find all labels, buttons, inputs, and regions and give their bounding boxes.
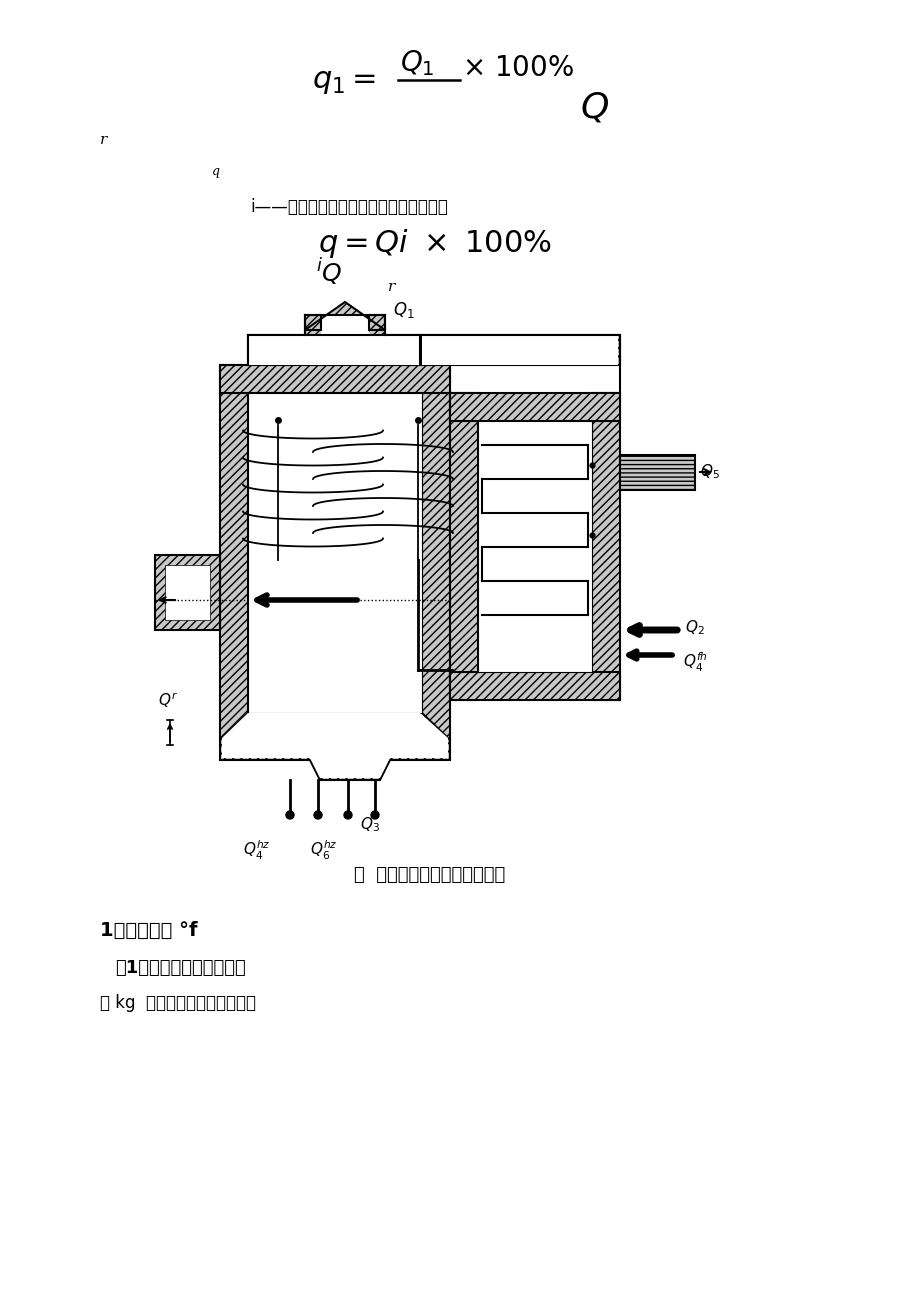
Polygon shape [220,713,449,780]
Text: $^iQ$: $^iQ$ [315,256,342,288]
Text: i——某项损失的热量占输入热量的百分数: i——某项损失的热量占输入热量的百分数 [250,198,448,216]
Bar [449,672,619,700]
Polygon shape [305,302,384,329]
Circle shape [344,811,352,819]
Bar [422,335,618,365]
Bar [154,555,220,630]
Bar [449,393,619,421]
Text: $q_1=$: $q_1=$ [312,65,376,95]
Text: r: r [388,280,395,294]
Bar [220,365,248,740]
Text: $Q^r$: $Q^r$ [158,690,178,710]
Text: $Q_4^{hz}$: $Q_4^{hz}$ [243,838,270,862]
Bar [248,335,420,365]
Bar [220,365,449,393]
Circle shape [313,811,322,819]
Bar [248,393,422,713]
Circle shape [370,811,379,819]
Bar [165,565,210,620]
Text: $Q$: $Q$ [579,90,608,124]
Text: （1）对于燃煤或燃油锅炉: （1）对于燃煤或燃油锅炉 [115,960,245,976]
Bar [591,393,619,700]
Bar [478,421,591,672]
Text: q: q [211,165,220,178]
Text: 1、输入热量 °f: 1、输入热量 °f [100,921,198,940]
Text: $Q_2$: $Q_2$ [685,618,704,638]
Text: 每 kg  燃料带入锅炉的热量为：: 每 kg 燃料带入锅炉的热量为： [100,993,255,1012]
Text: r: r [100,133,108,147]
Bar [422,335,619,365]
Bar [321,299,369,336]
Bar [619,454,694,490]
Text: $\times\ 100\%$: $\times\ 100\%$ [461,55,573,82]
Bar [449,393,478,700]
Text: $q = Qi\ \times\ 100\%$: $q = Qi\ \times\ 100\%$ [318,228,551,260]
Bar [422,365,449,740]
Bar [248,335,422,365]
Text: $Q_5$: $Q_5$ [699,462,719,482]
Circle shape [286,811,294,819]
Text: $Q_1$: $Q_1$ [400,48,434,78]
Text: 图  煤粉锅炉机组热平衡示意图: 图 煤粉锅炉机组热平衡示意图 [354,866,505,884]
Bar [305,315,384,337]
Polygon shape [221,713,448,779]
Text: $Q_1$: $Q_1$ [392,299,414,320]
Text: $Q_4^{fh}$: $Q_4^{fh}$ [682,651,707,673]
Text: $Q_6^{hz}$: $Q_6^{hz}$ [310,838,337,862]
Text: $Q_3$: $Q_3$ [359,815,380,835]
